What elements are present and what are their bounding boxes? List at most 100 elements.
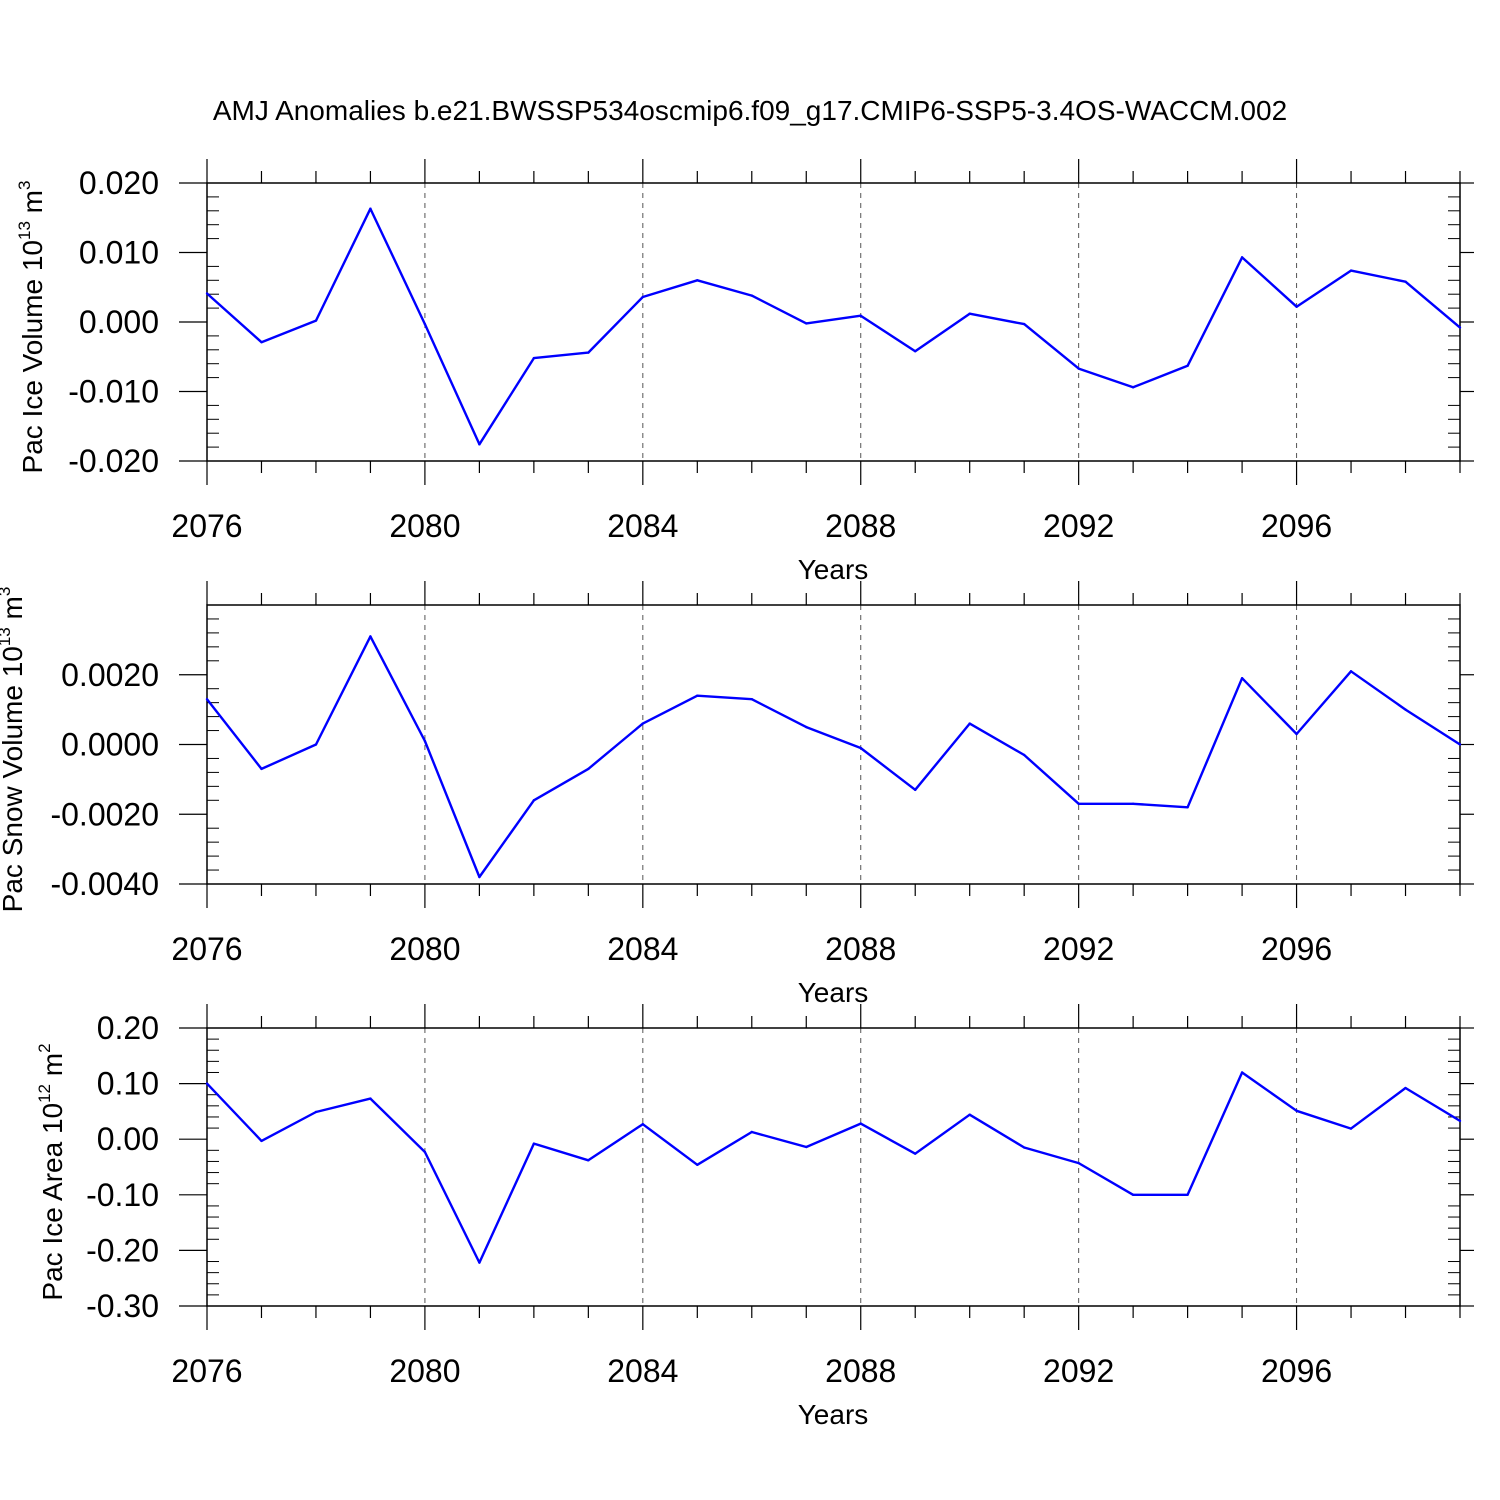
data-point	[1349, 1127, 1353, 1130]
y-tick-label: -0.020	[68, 443, 159, 479]
data-point	[641, 722, 645, 725]
data-point	[914, 1152, 917, 1155]
y-tick-label: 0.000	[79, 304, 159, 340]
x-tick-label: 2096	[1261, 508, 1332, 544]
data-point	[968, 312, 971, 315]
data-point	[696, 279, 699, 282]
data-point	[205, 1082, 209, 1085]
data-point	[423, 1150, 427, 1154]
data-point	[696, 1163, 699, 1166]
data-point	[314, 743, 318, 746]
data-point	[696, 694, 699, 697]
data-point	[1240, 677, 1244, 680]
data-point	[1131, 1193, 1135, 1197]
y-tick-label: -0.0040	[50, 866, 159, 902]
data-point	[1131, 386, 1135, 389]
data-point	[1458, 1119, 1462, 1123]
data-point	[587, 767, 590, 771]
data-point	[1295, 1109, 1298, 1113]
chart-title: AMJ Anomalies b.e21.BWSSP534oscmip6.f09_…	[213, 95, 1287, 126]
data-point	[750, 1130, 753, 1134]
y-axis-label-superscript: 13	[0, 627, 14, 646]
data-point	[314, 1110, 318, 1114]
y-axis-label-part: m	[37, 1053, 68, 1084]
data-point	[532, 356, 536, 360]
y-axis-label-superscript: 2	[35, 1043, 54, 1052]
data-point	[750, 697, 753, 701]
data-point	[1186, 806, 1189, 809]
data-point	[805, 322, 808, 325]
data-point	[1186, 364, 1189, 367]
y-tick-label: -0.30	[86, 1288, 159, 1324]
y-axis-label: Pac Ice Area 1012 m2	[35, 1043, 68, 1300]
y-tick-label: 0.10	[97, 1066, 159, 1102]
x-tick-label: 2092	[1043, 1353, 1114, 1389]
data-point	[423, 322, 427, 326]
x-tick-label: 2080	[389, 508, 460, 544]
series-line	[206, 635, 1461, 879]
x-tick-label: 2088	[825, 1353, 896, 1389]
data-point	[914, 788, 917, 792]
data-point	[1186, 1193, 1189, 1197]
data-point	[260, 340, 263, 344]
x-tick-label: 2096	[1261, 1353, 1332, 1389]
y-tick-label: -0.20	[86, 1232, 159, 1268]
x-tick-label: 2092	[1043, 508, 1114, 544]
panel-3: -0.30 -0.20 -0.10 0.00 0.10 0.20 2076 2080 2084 2…	[35, 1004, 1474, 1430]
data-point	[587, 1159, 590, 1162]
data-point	[423, 739, 427, 743]
x-tick-label: 2088	[825, 931, 896, 967]
data-point	[1131, 802, 1135, 805]
plot-frame	[206, 182, 1461, 462]
data-point	[968, 1113, 971, 1116]
data-point	[1077, 367, 1080, 370]
series-line	[206, 207, 1461, 446]
x-tick-label: 2080	[389, 931, 460, 967]
x-axis-label: Years	[798, 554, 869, 585]
y-axis-label-superscript: 13	[15, 221, 34, 240]
x-tick-label: 2084	[607, 1353, 678, 1389]
data-point	[369, 1097, 372, 1100]
data-point	[1458, 326, 1462, 329]
data-point	[587, 351, 590, 354]
data-point	[805, 725, 808, 729]
data-point	[1022, 1146, 1026, 1149]
data-point	[314, 319, 318, 322]
data-point	[968, 722, 971, 725]
data-point	[532, 1142, 536, 1145]
x-tick-label: 2076	[171, 508, 242, 544]
x-tick-label: 2076	[171, 931, 242, 967]
y-axis-label-part: m	[17, 190, 48, 221]
data-point	[478, 443, 481, 446]
y-axis-label-superscript: 12	[35, 1084, 54, 1103]
series-line	[206, 1071, 1461, 1264]
data-point	[1240, 256, 1244, 259]
x-tick-label: 2076	[171, 1353, 242, 1389]
y-axis-label: Pac Snow Volume 1013 m3	[0, 587, 28, 913]
data-point	[641, 1122, 645, 1126]
data-point	[478, 875, 481, 879]
x-axis-label: Years	[798, 977, 869, 1008]
data-point	[1404, 708, 1407, 711]
y-axis-label-superscript: 3	[0, 587, 14, 596]
y-tick-label: -0.10	[86, 1177, 159, 1213]
data-point	[478, 1261, 481, 1264]
plot-frame	[206, 1027, 1461, 1307]
data-point	[205, 697, 209, 701]
y-tick-label: 0.0000	[61, 727, 159, 763]
data-point	[1295, 732, 1298, 736]
x-tick-label: 2092	[1043, 931, 1114, 967]
x-tick-label: 2084	[607, 931, 678, 967]
x-tick-label: 2088	[825, 508, 896, 544]
data-point	[1295, 305, 1298, 308]
plot-frame	[206, 604, 1461, 885]
y-axis-label-part: m	[0, 596, 28, 627]
y-axis-label-superscript: 3	[15, 181, 34, 190]
x-tick-label: 2080	[389, 1353, 460, 1389]
y-tick-label: -0.0020	[50, 796, 159, 832]
data-point	[532, 799, 536, 802]
data-point	[859, 746, 862, 750]
data-point	[805, 1145, 808, 1149]
y-tick-label: 0.20	[97, 1010, 159, 1046]
